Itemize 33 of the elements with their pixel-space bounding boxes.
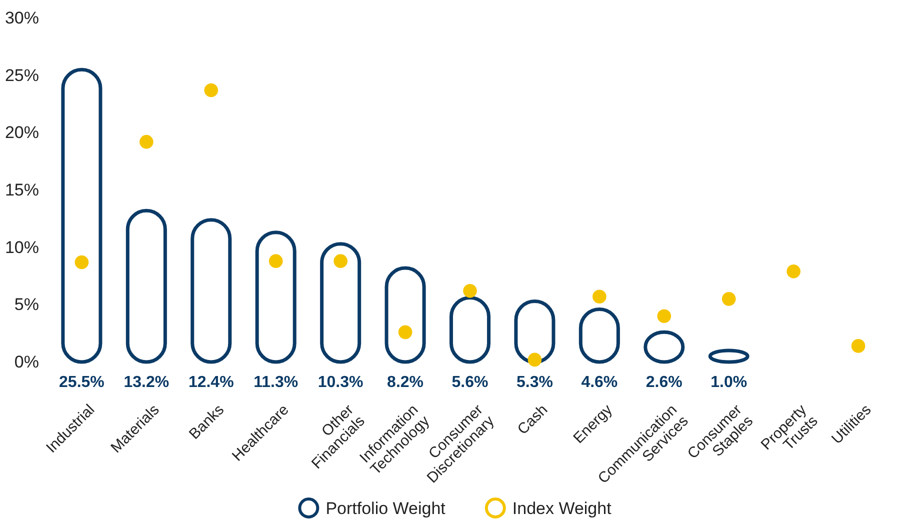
data-label: 4.6% [581, 374, 618, 391]
y-tick-label: 10% [4, 238, 39, 257]
data-label: 12.4% [188, 374, 234, 391]
point [528, 352, 542, 367]
point [657, 309, 672, 324]
data-label: 25.5% [59, 374, 104, 391]
legend-label: Index Weight [512, 499, 612, 518]
data-label: 2.6% [646, 374, 682, 391]
point [334, 254, 348, 268]
data-label: 13.2% [124, 374, 170, 391]
y-tick-label: 5% [14, 295, 39, 314]
point [722, 292, 736, 306]
data-label: 5.3% [516, 374, 553, 391]
point [463, 284, 477, 298]
data-label: 5.6% [452, 374, 488, 391]
data-label: 10.3% [318, 374, 364, 391]
y-tick-label: 15% [4, 180, 39, 200]
point [74, 255, 89, 270]
y-tick-label: 20% [4, 123, 39, 142]
point [786, 264, 800, 278]
y-tick-label: 30% [4, 8, 39, 28]
point [592, 290, 606, 304]
point [268, 254, 283, 268]
point [851, 339, 866, 353]
legend-label: Portfolio Weight [326, 499, 446, 518]
point [140, 134, 154, 149]
data-label: 1.0% [710, 374, 748, 391]
point [204, 83, 218, 98]
y-tick-label: 25% [4, 66, 39, 85]
data-label: 11.3% [254, 374, 298, 391]
point [398, 325, 412, 340]
y-tick-label: 0% [14, 352, 39, 372]
data-label: 8.2% [387, 374, 424, 391]
